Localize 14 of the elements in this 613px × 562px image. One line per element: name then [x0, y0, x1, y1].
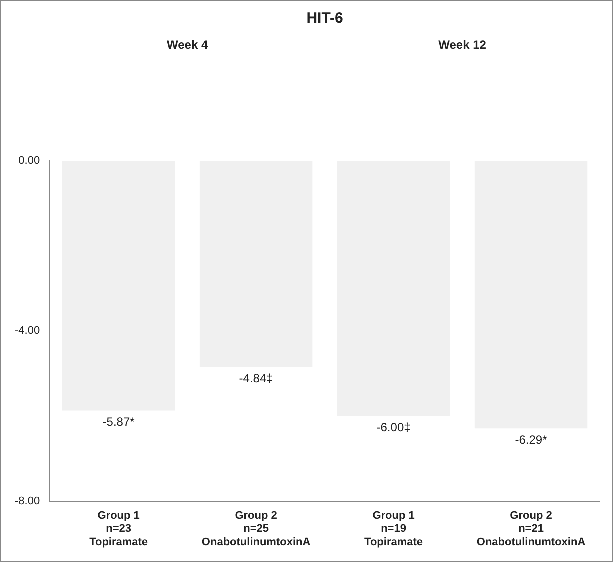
x-tick-label: Group 2 n=21 OnabotulinumtoxinA: [476, 510, 586, 548]
y-tick-label: -4.00: [14, 325, 40, 338]
x-tick-label: Group 1 n=23 Topiramate: [90, 510, 148, 548]
data-label: -5.87*: [102, 415, 136, 430]
text: Week 4: [166, 38, 208, 52]
data-label: -6.29*: [515, 432, 548, 447]
data-label: -4.84‡: [239, 371, 274, 386]
x-tick-label: Group 1 n=19 Topiramate: [364, 510, 424, 548]
y-tick-label: 0.00: [18, 155, 40, 168]
x-tick-label: Group 2 n=25 OnabotulinumtoxinA: [202, 510, 311, 548]
y-tick-label: -8.00: [14, 495, 40, 508]
text: Week 12: [438, 38, 487, 52]
chart-title: HIT-6: [306, 10, 344, 27]
data-label: -6.00‡: [376, 420, 411, 435]
